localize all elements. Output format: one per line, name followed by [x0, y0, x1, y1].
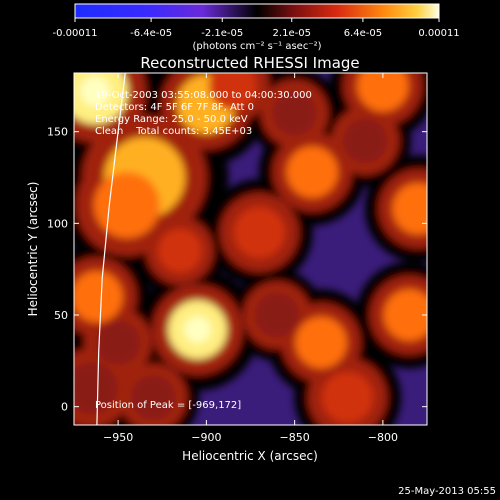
y-axis-label: Heliocentric Y (arcsec) — [26, 182, 40, 317]
y-axis-ticks: 0 50 100 150 — [47, 126, 427, 414]
x-tick-label: −800 — [368, 431, 398, 444]
colorbar-tick-label: 0.00011 — [418, 28, 459, 39]
colorbar-ticks — [74, 18, 440, 22]
heatmap-blob — [295, 316, 347, 369]
heatmap-blob — [233, 206, 286, 259]
y-tick-label: 150 — [47, 126, 68, 139]
annotation-energy: Energy Range: 25.0 - 50.0 keV — [95, 114, 248, 125]
heatmap-blob — [131, 375, 176, 420]
annotation-counts: Clean Total counts: 3.45E+03 — [95, 126, 252, 137]
heatmap-blob-core — [183, 316, 212, 344]
chart-title: Reconstructed RHESSI Image — [140, 54, 359, 72]
x-axis-ticks: −950 −900 −850 −800 — [103, 73, 398, 444]
colorbar-tick-label: -2.1e-05 — [201, 28, 243, 39]
heatmap-blob — [96, 320, 141, 365]
footer-date: 25-May-2013 05:55 — [398, 486, 496, 497]
colorbar-tick-label: 6.4e-05 — [344, 28, 382, 39]
heatmap-blob — [157, 228, 202, 273]
heatmap-blob — [208, 73, 257, 110]
y-tick-label: 50 — [54, 309, 68, 322]
heatmap-blob — [74, 270, 123, 323]
colorbar-tick-label: -0.00011 — [53, 28, 98, 39]
annotation-time: 19-Oct-2003 03:55:08.000 to 04:00:30.000 — [95, 90, 312, 101]
solar-limb-curve — [96, 73, 126, 425]
heatmap-blob — [254, 292, 300, 338]
heatmap-blob — [93, 171, 160, 239]
heatmap-blob-core — [79, 76, 111, 107]
colorbar — [74, 3, 440, 19]
heatmap-blob — [392, 182, 427, 235]
x-tick-label: −900 — [191, 431, 221, 444]
heatmap-blob — [286, 146, 338, 198]
colorbar-tick-label: 2.1e-05 — [273, 28, 311, 39]
annotation-detectors: Detectors: 4F 5F 6F 7F 8F, Att 0 — [95, 102, 254, 113]
y-tick-label: 0 — [61, 401, 68, 414]
colorbar-tick-label: -6.4e-05 — [130, 28, 172, 39]
x-tick-label: −850 — [280, 431, 310, 444]
x-tick-label: −950 — [103, 431, 133, 444]
y-tick-label: 100 — [47, 217, 68, 230]
heatmap-blob — [343, 118, 388, 163]
x-axis-label: Heliocentric X (arcsec) — [182, 449, 318, 463]
heatmap-blob — [357, 73, 409, 112]
plot-frame — [73, 72, 428, 426]
heatmap-blob — [74, 362, 118, 415]
heatmap-blob — [383, 289, 427, 341]
colorbar-unit-label: (photons cm⁻² s⁻¹ asec⁻²) — [192, 41, 321, 52]
heatmap-blob — [321, 371, 374, 424]
heatmap-blob — [272, 91, 317, 136]
info-annotations: 19-Oct-2003 03:55:08.000 to 04:00:30.000… — [95, 90, 312, 137]
heatmap-image — [74, 73, 427, 425]
colorbar-tick-labels: -0.00011 -6.4e-05 -2.1e-05 2.1e-05 6.4e-05 0.… — [53, 28, 460, 39]
peak-position-label: Position of Peak = [-969,172] — [95, 400, 241, 411]
